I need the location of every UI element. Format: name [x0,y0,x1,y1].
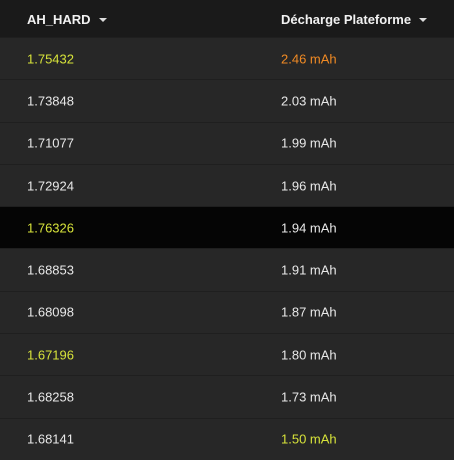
table-row[interactable]: 1.68258 1.73 mAh [0,375,454,418]
table-row[interactable]: 1.73848 2.03 mAh [0,79,454,122]
column-header-label: AH_HARD [27,12,91,27]
cell-decharge-plateforme: 2.03 mAh [281,93,337,109]
table-row[interactable]: 1.67196 1.80 mAh [0,333,454,376]
table-row[interactable]: 1.75432 2.46 mAh [0,37,454,80]
cell-decharge-plateforme: 1.73 mAh [281,389,337,405]
cell-ah-hard: 1.72924 [27,178,74,194]
cell-decharge-plateforme: 1.96 mAh [281,178,337,194]
cell-decharge-plateforme: 1.99 mAh [281,135,337,151]
cell-ah-hard: 1.73848 [27,93,74,109]
cell-ah-hard: 1.68258 [27,389,74,405]
table-row[interactable]: 1.68141 1.50 mAh [0,417,454,460]
table-row[interactable]: 1.71077 1.99 mAh [0,121,454,164]
cell-ah-hard: 1.68098 [27,304,74,320]
table-row[interactable]: 1.72924 1.96 mAh [0,163,454,207]
cell-ah-hard: 1.71077 [27,135,74,151]
table-row[interactable]: 1.68853 1.91 mAh [0,248,454,291]
table-row[interactable]: 1.76326 1.94 mAh [0,206,454,249]
caret-down-icon[interactable] [98,18,107,22]
column-header-ah-hard[interactable]: AH_HARD [27,12,107,27]
column-header-decharge-plateforme[interactable]: Décharge Plateforme [281,12,428,27]
cell-decharge-plateforme: 1.80 mAh [281,347,337,363]
column-header-label: Décharge Plateforme [281,12,412,27]
cell-ah-hard: 1.68853 [27,262,74,278]
table-body: 1.75432 2.46 mAh 1.73848 2.03 mAh 1.71077 1.9… [0,37,454,460]
cell-decharge-plateforme: 1.50 mAh [281,431,337,447]
cell-ah-hard: 1.76326 [27,220,74,236]
table-row[interactable]: 1.68098 1.87 mAh [0,290,454,334]
cell-ah-hard: 1.75432 [27,51,74,67]
cell-ah-hard: 1.67196 [27,347,74,363]
cell-decharge-plateforme: 2.46 mAh [281,51,337,67]
cell-decharge-plateforme: 1.87 mAh [281,304,337,320]
cell-ah-hard: 1.68141 [27,431,74,447]
cell-decharge-plateforme: 1.91 mAh [281,262,337,278]
caret-down-icon[interactable] [419,18,428,22]
cell-decharge-plateforme: 1.94 mAh [281,220,337,236]
table-header: AH_HARD Décharge Plateforme [0,0,454,39]
